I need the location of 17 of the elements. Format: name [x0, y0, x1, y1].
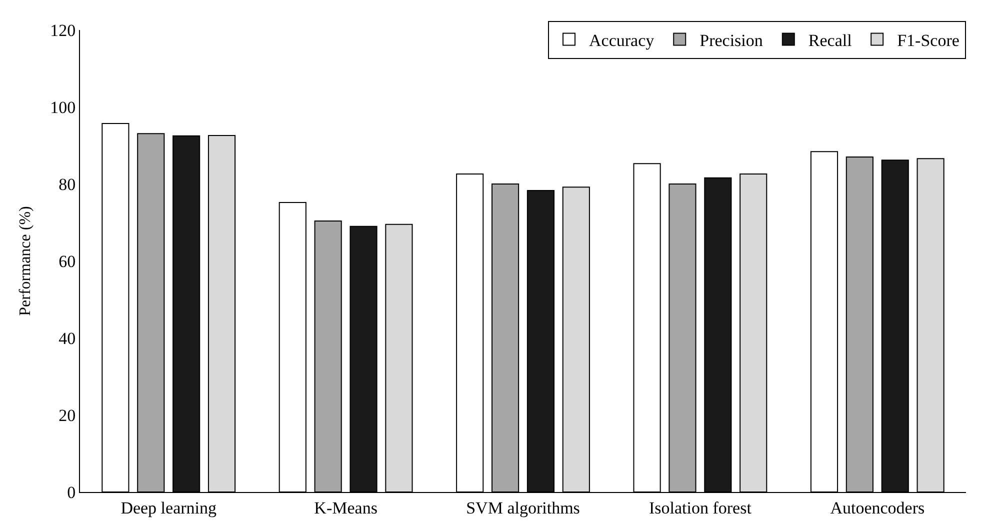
legend-label: F1-Score	[897, 30, 960, 50]
y-axis-title: Performance (%)	[17, 206, 34, 316]
x-tick-label: Deep learning	[120, 498, 217, 518]
y-tick-label: 60	[58, 252, 76, 271]
x-tick-label: K-Means	[314, 498, 378, 518]
legend-label: Precision	[700, 30, 764, 50]
x-tick-label: Isolation forest	[648, 498, 752, 518]
y-tick-label: 120	[50, 20, 76, 40]
y-tick-label: 0	[67, 482, 76, 502]
y-tick-label: 40	[58, 328, 76, 348]
legend-label: Accuracy	[589, 30, 655, 50]
y-tick-label: 20	[58, 406, 76, 425]
legend-label: Recall	[808, 30, 852, 50]
y-tick-label: 100	[50, 98, 76, 117]
y-tick-label: 80	[58, 174, 76, 194]
x-tick-label: SVM algorithms	[466, 498, 580, 518]
x-tick-label: Autoencoders	[830, 498, 925, 518]
